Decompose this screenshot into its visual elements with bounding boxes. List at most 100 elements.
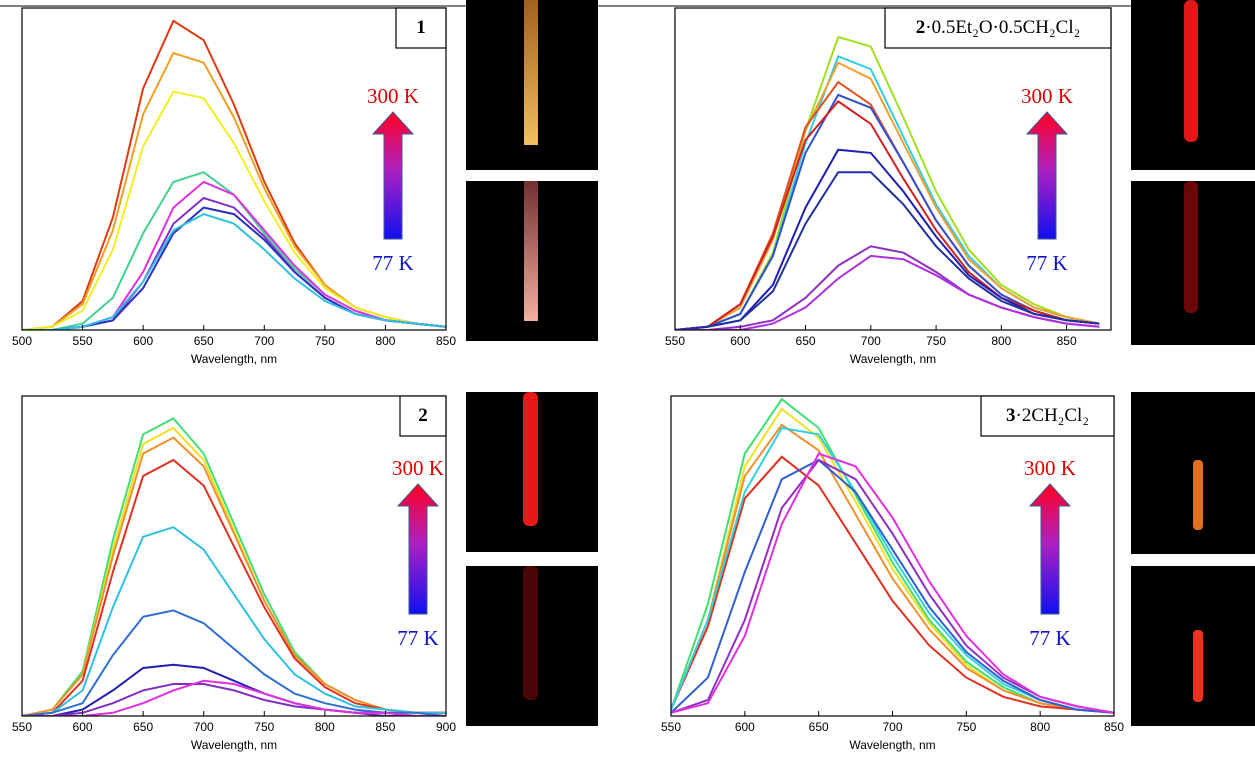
x-tick-label: 850 [1104,720,1124,734]
compound-label: 1 [416,17,426,38]
x-tick-label: 600 [73,720,93,734]
x-tick-label: 550 [665,334,685,348]
x-tick-label: 550 [73,334,93,348]
cold-label: 77 K [372,251,413,275]
spectrum-line [671,458,1114,714]
spectrum-line [22,609,446,716]
x-tick-label: 850 [1057,334,1077,348]
chart: 550 600 650 700 750 800 850 900 Wavelength, nm 2 3… [12,395,456,752]
x-axis-title: Wavelength, nm [191,352,277,366]
temperature-arrow [396,483,440,615]
compound-label: 2 [418,405,428,426]
spectrum-line [22,526,446,716]
x-tick-label: 750 [926,334,946,348]
x-tick-label: 850 [375,720,395,734]
spectrum-line [22,436,446,716]
spectrum-line [22,90,446,330]
x-tick-label: 600 [730,334,750,348]
spectrum-line [22,213,446,330]
plot-frame [21,7,447,331]
label-box [884,7,1112,49]
x-tick-label: 650 [194,334,214,348]
spectrum-line [22,458,446,716]
spectrum-line [675,148,1100,330]
hot-label: 300 K [1024,456,1076,480]
photos [466,0,1255,726]
x-tick-label: 750 [254,720,274,734]
hot-label: 300 K [367,84,419,108]
compound-label: 2·0.5Et₂O·0.5CH₂Cl₂ [916,17,1080,38]
compound-number: 2 [916,17,926,38]
plot-area [675,35,1100,330]
x-tick-label: 600 [735,720,755,734]
x-axis-title: Wavelength, nm [850,352,936,366]
hot-label: 300 K [392,456,444,480]
plot-frame [21,395,447,717]
spectrum-line [675,254,1100,330]
compound-number: 3 [1006,405,1016,426]
x-tick-label: 700 [254,334,274,348]
x-tick-label: 650 [796,334,816,348]
temperature-arrow [1028,483,1072,615]
chart: 500 550 600 650 700 750 800 850 Wavelength, nm 1 3… [12,7,456,366]
spectrum-line [671,455,1114,714]
x-tick-label: 650 [133,720,153,734]
label-box [399,395,447,437]
compound-formula: ·2CH₂Cl₂ [1016,405,1089,426]
spectrum-line [671,423,1114,714]
spectrum-line [22,683,446,716]
label-box [395,7,447,49]
x-tick-label: 900 [436,720,456,734]
spectrum-line [675,80,1100,330]
x-tick-label: 800 [991,334,1011,348]
spectrum-line [675,35,1100,330]
spectrum-line [22,679,446,716]
x-tick-label: 850 [436,334,456,348]
plot-area [22,417,446,716]
compound-formula: ·0.5Et₂O·0.5CH₂Cl₂ [925,17,1080,38]
x-tick-label: 650 [809,720,829,734]
spectrum-line [671,452,1114,714]
x-tick-label: 550 [661,720,681,734]
x-tick-label: 800 [1030,720,1050,734]
temperature-arrow [1025,111,1069,240]
x-tick-label: 700 [861,334,881,348]
spectrum-line [675,171,1100,330]
x-tick-label: 800 [315,720,335,734]
compound-label: 3·2CH₂Cl₂ [1006,405,1089,426]
x-tick-label: 700 [194,720,214,734]
label-box [980,395,1115,437]
hot-label: 300 K [1021,84,1073,108]
x-tick-label: 600 [133,334,153,348]
x-tick-label: 800 [375,334,395,348]
tube [1193,630,1203,702]
tube [524,181,538,321]
x-tick-label: 500 [12,334,32,348]
plot-area [671,397,1114,714]
cold-label: 77 K [1026,251,1067,275]
compound-number: 1 [416,17,426,38]
x-axis-title: Wavelength, nm [191,738,277,752]
tube [523,566,538,700]
temperature-arrow [371,111,415,240]
spectrum-line [22,19,446,330]
tube [523,392,538,526]
x-tick-label: 750 [956,720,976,734]
tube [1193,460,1203,530]
compound-number: 2 [418,405,428,426]
spectrum-line [675,61,1100,330]
x-tick-label: 700 [882,720,902,734]
chart: 550 600 650 700 750 800 850 Wavelength, nm 2·0.5… [665,7,1112,366]
tube [524,0,538,145]
plot-area [22,19,446,330]
cold-label: 77 K [397,626,438,650]
x-tick-label: 550 [12,720,32,734]
tube [1184,181,1198,313]
x-tick-label: 750 [315,334,335,348]
chart: 550 600 650 700 750 800 850 Wavelength, nm 3·2CH… [661,395,1124,752]
x-axis-title: Wavelength, nm [849,738,935,752]
cold-label: 77 K [1029,626,1070,650]
spectrum-line [675,100,1100,330]
tube [1184,0,1198,142]
